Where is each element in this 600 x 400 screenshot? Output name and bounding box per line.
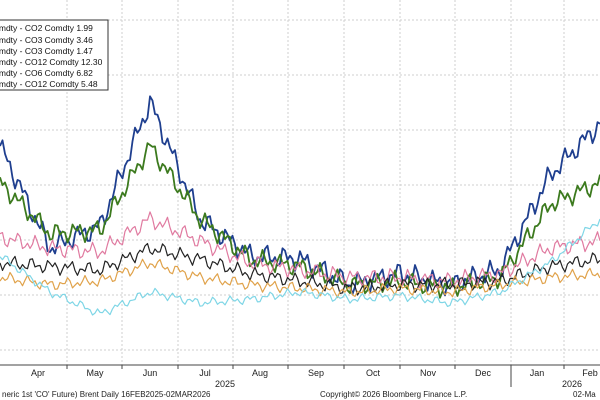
legend: Comdty - CO2 Comdty 1.99 Comdty - CO3 Co…	[0, 19, 109, 91]
x-tick-label-oct: Oct	[366, 368, 381, 378]
legend-label-3: Comdty - CO3 Comdty 1.47	[0, 46, 93, 56]
footer-copyright-text: Copyright© 2026 Bloomberg Finance L.P.	[320, 390, 467, 399]
series-line-3	[0, 211, 600, 289]
x-tick-label-nov: Nov	[420, 368, 437, 378]
legend-label-4: Comdty - CO12 Comdty 12.30	[0, 57, 103, 67]
footer: neric 1st 'CO' Future) Brent Daily 16FEB…	[2, 390, 596, 399]
x-year-label-2025: 2025	[215, 379, 235, 389]
footer-source-text: neric 1st 'CO' Future) Brent Daily 16FEB…	[2, 390, 211, 399]
x-tick-label-feb: Feb	[582, 368, 598, 378]
series-layer	[0, 95, 600, 316]
x-tick-label-may: May	[86, 368, 104, 378]
series-line-4	[0, 242, 600, 296]
x-tick-label-jul: Jul	[199, 368, 211, 378]
x-tick-label-jun: Jun	[143, 368, 158, 378]
series-line-1	[0, 95, 600, 297]
legend-label-2: Comdty - CO3 Comdty 3.46	[0, 35, 93, 45]
x-tick-label-sep: Sep	[308, 368, 324, 378]
legend-label-1: Comdty - CO2 Comdty 1.99	[0, 23, 93, 33]
legend-label-5: Comdty - CO6 Comdty 6.82	[0, 68, 93, 78]
x-tick-label-jan: Jan	[530, 368, 545, 378]
legend-label-6: Comdty - CO12 Comdty 5.48	[0, 79, 98, 89]
x-tick-label-apr: Apr	[31, 368, 45, 378]
series-line-6	[0, 218, 600, 316]
series-line-5	[0, 258, 600, 299]
series-line-2	[0, 142, 600, 299]
x-tick-label-aug: Aug	[252, 368, 268, 378]
axis-layer: Apr May Jun Jul Aug Sep Oct Nov Dec Jan Feb 2025 202…	[0, 364, 600, 389]
x-tick-label-dec: Dec	[475, 368, 492, 378]
legend-box	[0, 19, 109, 91]
footer-date-text: 02-Ma	[573, 390, 596, 399]
x-year-label-2026: 2026	[562, 379, 582, 389]
